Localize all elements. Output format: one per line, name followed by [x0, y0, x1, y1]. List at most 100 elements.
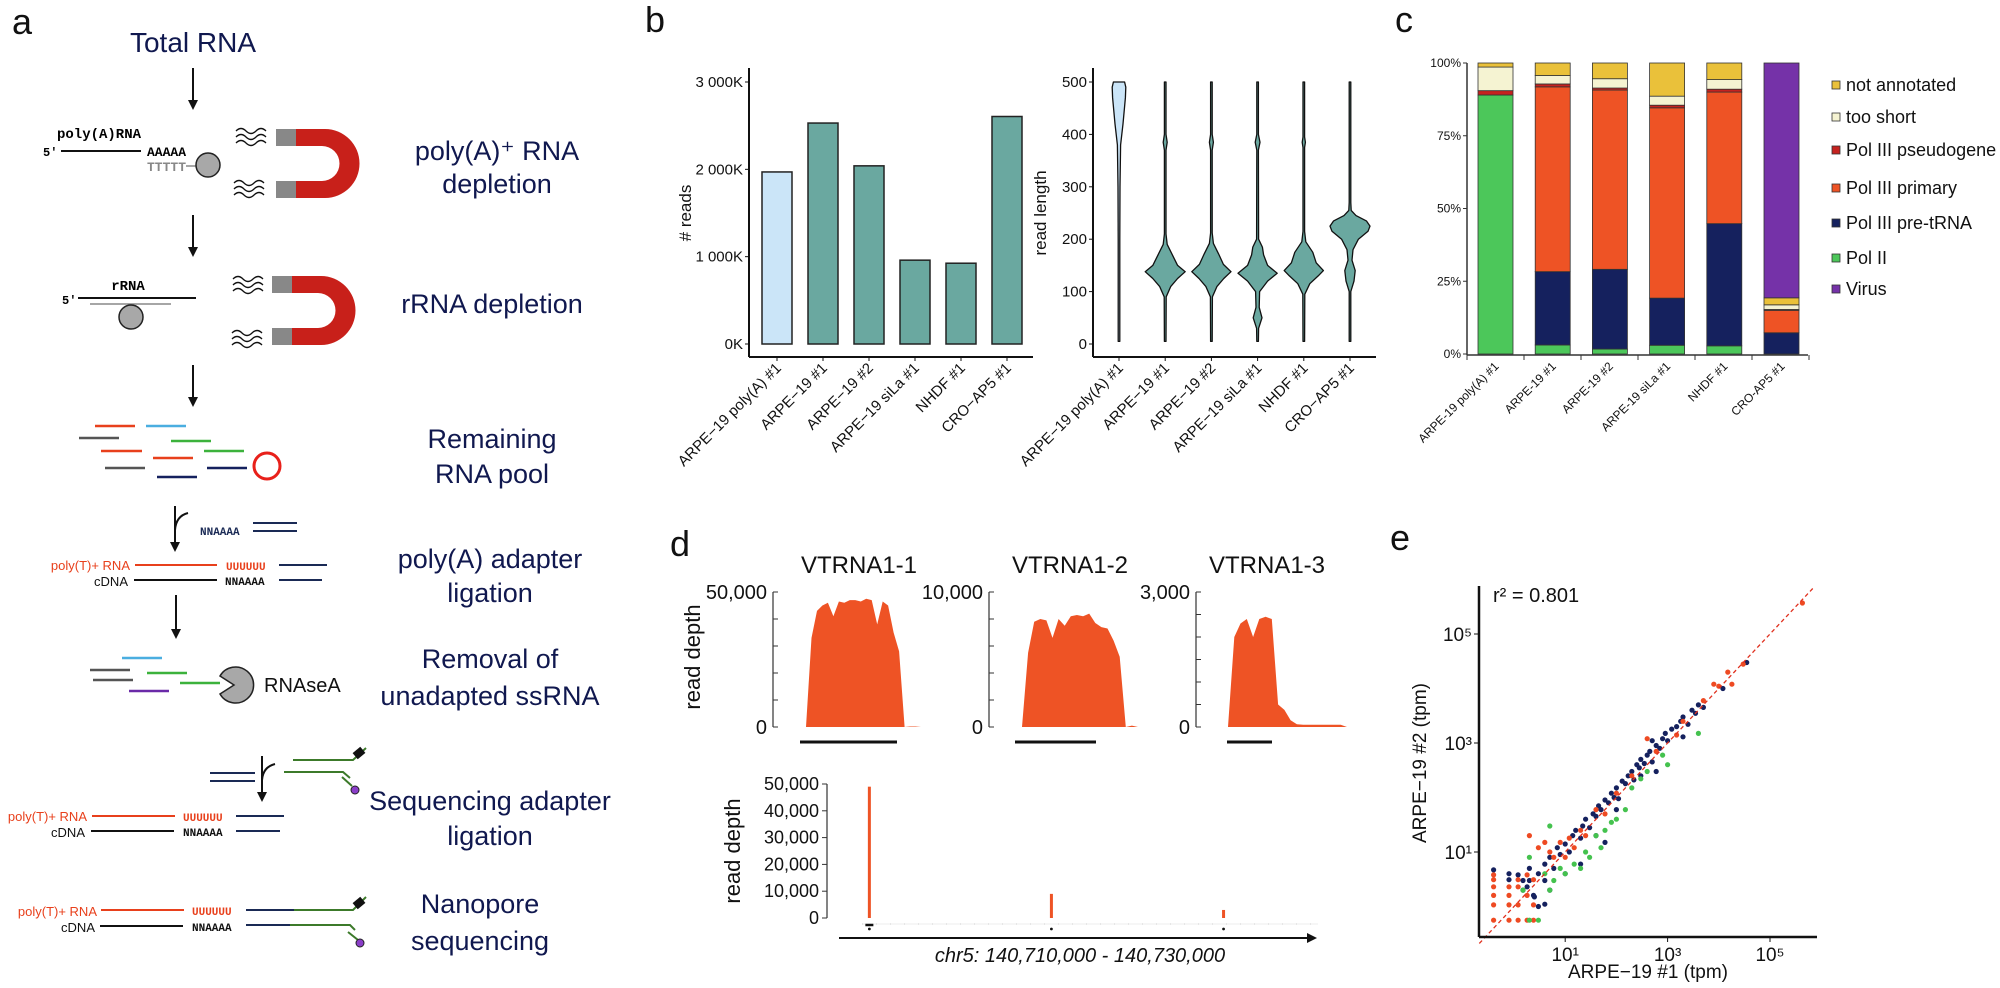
bar-segment — [1763, 332, 1800, 355]
bar-segment — [1534, 62, 1571, 76]
data-point — [1578, 835, 1584, 841]
data-point — [1593, 807, 1599, 813]
coverage-peak — [1049, 893, 1053, 918]
annotation-stacked-bar-chart: 0%25%50%75%100%ARPE-19 poly(A) #1 ARPE-19… — [1415, 56, 1996, 446]
violin — [1283, 81, 1325, 343]
nnaaaa-label: NNAAAA — [183, 828, 223, 840]
bar-segment — [1706, 223, 1743, 347]
x-tick-label: CRO-AP5 #1 — [1728, 359, 1788, 419]
data-point — [1598, 845, 1604, 851]
bar-segment — [1477, 62, 1514, 68]
y-axis-label: read depth — [680, 604, 705, 709]
y-axis-label: read length — [1031, 170, 1050, 255]
violin — [1144, 81, 1186, 343]
y-tick-label: 10⁵ — [1443, 625, 1472, 646]
data-point — [1526, 917, 1532, 923]
data-point — [1515, 877, 1521, 883]
bar-segment — [1592, 89, 1628, 270]
step-label: unadapted ssRNA — [380, 681, 599, 711]
track-title: VTRNA1-1 — [801, 552, 917, 579]
data-point — [1587, 825, 1593, 831]
data-point — [1631, 777, 1637, 783]
y-tick-label: 10,000 — [764, 881, 819, 901]
data-point — [1653, 742, 1659, 749]
y-tick-label: 50,000 — [764, 774, 819, 794]
data-point — [1625, 773, 1631, 779]
x-axis-label: ARPE−19 #1 (tpm) — [1568, 962, 1728, 983]
branch-arrow-icon — [261, 763, 276, 781]
data-point — [1636, 765, 1642, 771]
data-point — [1602, 839, 1608, 846]
legend-swatch — [1831, 183, 1841, 193]
data-point — [1638, 776, 1644, 782]
total-rna-label: Total RNA — [130, 27, 256, 58]
y-axis-label: ARPE−19 #2 (tpm) — [1410, 683, 1431, 843]
data-point — [1515, 884, 1521, 890]
x-tick-label: NHDF #1 — [1685, 359, 1730, 404]
coverage-area — [1022, 613, 1138, 727]
data-point — [1557, 839, 1563, 846]
x-tick-label: ARPE-19 #2 — [1559, 359, 1616, 416]
bar-segment — [1477, 90, 1514, 96]
bar-segment — [1706, 79, 1743, 90]
bar-segment — [1534, 271, 1571, 346]
y-tick-label: 50% — [1437, 202, 1461, 216]
data-point — [1526, 833, 1532, 839]
data-point — [1596, 803, 1602, 809]
x-tick-label: 10³ — [1654, 945, 1681, 966]
legend-swatch — [1831, 253, 1841, 263]
data-point — [1547, 854, 1553, 860]
data-point — [1649, 759, 1655, 765]
data-point — [1535, 845, 1541, 851]
polyt-rna-label: poly(T)+ RNA — [51, 558, 130, 573]
five-prime-label: 5′ — [43, 146, 57, 160]
step-label: Remaining — [427, 424, 556, 454]
data-point — [1613, 807, 1619, 813]
track-title: VTRNA1-2 — [1012, 552, 1128, 579]
sequencing-adapter-icon — [284, 746, 367, 795]
rrna-label: rRNA — [111, 279, 145, 295]
bar-segment — [1763, 309, 1800, 334]
data-point — [1515, 902, 1521, 908]
data-point — [1653, 748, 1659, 755]
y-tick-label: 10³ — [1445, 734, 1472, 755]
cdna-label: cDNA — [61, 920, 95, 935]
bar-segment — [1592, 348, 1628, 355]
data-point — [1547, 887, 1553, 893]
step-label: RNA pool — [435, 459, 549, 489]
five-prime-label: 5′ — [62, 294, 76, 308]
data-point — [1598, 807, 1604, 813]
data-point — [1506, 892, 1512, 899]
data-point — [1725, 669, 1731, 675]
data-point — [1524, 892, 1530, 899]
data-point — [1644, 736, 1650, 742]
data-point — [1629, 785, 1635, 791]
cdna-label: cDNA — [94, 574, 128, 589]
polyt-rna-label: poly(T)+ RNA — [18, 904, 97, 919]
x-axis-label: chr5: 140,710,000 - 140,730,000 — [935, 945, 1225, 967]
data-point — [1680, 734, 1686, 740]
magnetic-bead-icon — [118, 304, 144, 330]
y-tick-label: 10¹ — [1445, 843, 1472, 864]
data-point — [1638, 756, 1644, 763]
x-tick-label: 10⁵ — [1755, 945, 1784, 966]
data-point — [1720, 685, 1726, 692]
data-point — [1551, 877, 1557, 884]
y-tick-label: 50,000 — [706, 582, 767, 604]
legend-label: not annotated — [1846, 75, 1956, 95]
data-point — [1506, 877, 1512, 883]
y-tick-label: 0 — [1179, 717, 1190, 739]
step-label: depletion — [442, 169, 552, 199]
bar-segment — [1592, 78, 1628, 89]
identity-line — [1478, 587, 1814, 944]
y-tick-label: 0K — [725, 336, 743, 353]
y-tick-label: 100 — [1062, 284, 1087, 301]
data-point — [1593, 833, 1599, 839]
bar — [991, 115, 1023, 345]
data-point — [1665, 762, 1671, 768]
data-point — [1506, 871, 1512, 877]
legend-label: too short — [1846, 107, 1916, 127]
data-point — [1515, 917, 1521, 923]
data-point — [1615, 796, 1622, 802]
